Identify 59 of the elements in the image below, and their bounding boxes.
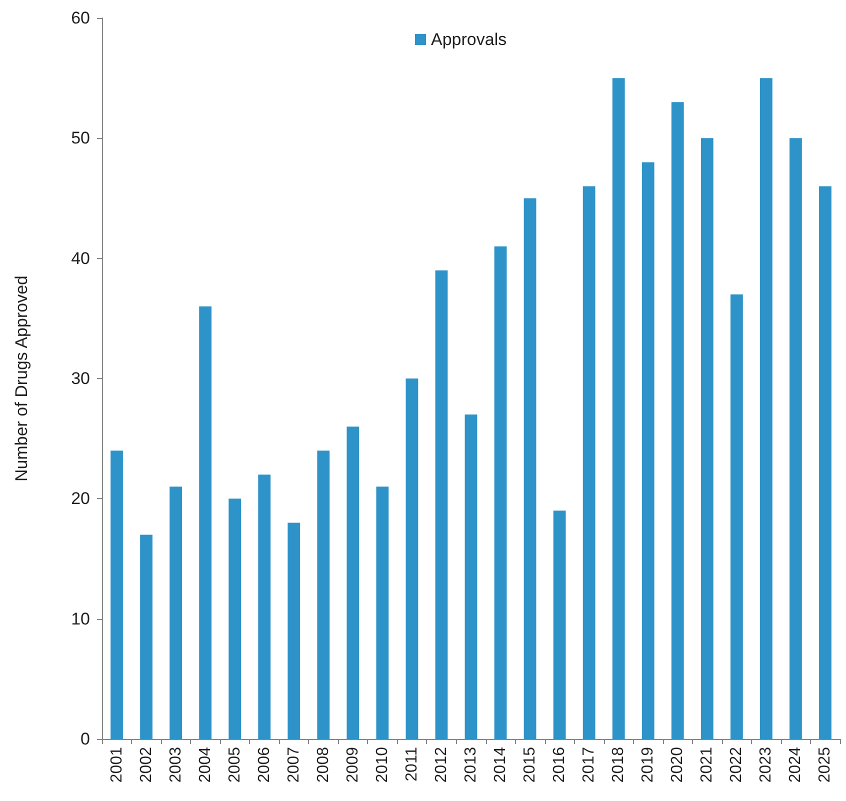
x-tick-label: 2012	[432, 746, 450, 783]
y-axis-title: Number of Drugs Approved	[12, 276, 31, 482]
x-tick-label: 2013	[462, 746, 480, 783]
bar	[464, 414, 478, 739]
x-tick-label: 2018	[610, 746, 628, 783]
bar	[110, 450, 123, 739]
x-tick-label: 2022	[728, 746, 746, 783]
x-tick-label: 2007	[285, 746, 302, 783]
bar	[819, 186, 832, 739]
bar	[730, 294, 743, 739]
x-tick-label: 2005	[226, 746, 244, 783]
bar	[258, 474, 271, 739]
y-tick-label: 10	[71, 609, 90, 628]
x-tick-label: 2014	[492, 746, 510, 783]
bar	[582, 186, 596, 739]
bar	[288, 522, 300, 739]
x-tick-label: 2019	[640, 746, 657, 783]
bar	[612, 78, 625, 739]
bar	[435, 270, 448, 739]
bar	[228, 498, 242, 739]
x-tick-label: 2003	[167, 746, 184, 783]
y-tick-label: 50	[71, 128, 90, 148]
bar	[760, 78, 772, 739]
x-tick-label: 2011	[403, 746, 420, 782]
x-tick-label: 2017	[580, 746, 598, 783]
x-tick-label: 2001	[108, 746, 126, 783]
x-tick-label: 2020	[669, 746, 686, 783]
bar	[199, 306, 212, 739]
x-tick-label: 2009	[344, 746, 362, 783]
x-tick-label: 2025	[816, 746, 834, 783]
bar	[494, 246, 507, 739]
x-tick-label: 2008	[314, 746, 332, 783]
x-tick-label: 2010	[374, 746, 391, 783]
bar	[317, 450, 330, 739]
x-tick-label: 2002	[138, 746, 155, 783]
bar	[346, 426, 360, 739]
bar	[140, 534, 152, 739]
y-tick-label: 30	[71, 369, 90, 388]
x-tick-label: 2006	[256, 746, 273, 783]
bar	[406, 378, 418, 739]
y-tick-label: 20	[71, 489, 90, 508]
bar	[790, 138, 802, 739]
x-tick-label: 2024	[787, 746, 804, 783]
legend-label: Approvals	[431, 30, 507, 49]
bar	[170, 486, 182, 739]
x-tick-label: 2016	[551, 746, 568, 783]
bar	[700, 138, 714, 739]
bar	[642, 162, 654, 739]
x-tick-label: 2004	[196, 746, 214, 783]
bar	[524, 198, 536, 739]
bar	[376, 486, 389, 739]
y-tick-label: 0	[80, 730, 90, 748]
bar	[553, 510, 566, 739]
x-tick-label: 2021	[698, 746, 716, 783]
bar	[671, 102, 684, 739]
y-tick-label: 40	[71, 248, 90, 268]
y-tick-label: 60	[71, 8, 90, 28]
x-tick-label: 2015	[522, 746, 539, 783]
x-tick-label: 2023	[758, 746, 775, 783]
